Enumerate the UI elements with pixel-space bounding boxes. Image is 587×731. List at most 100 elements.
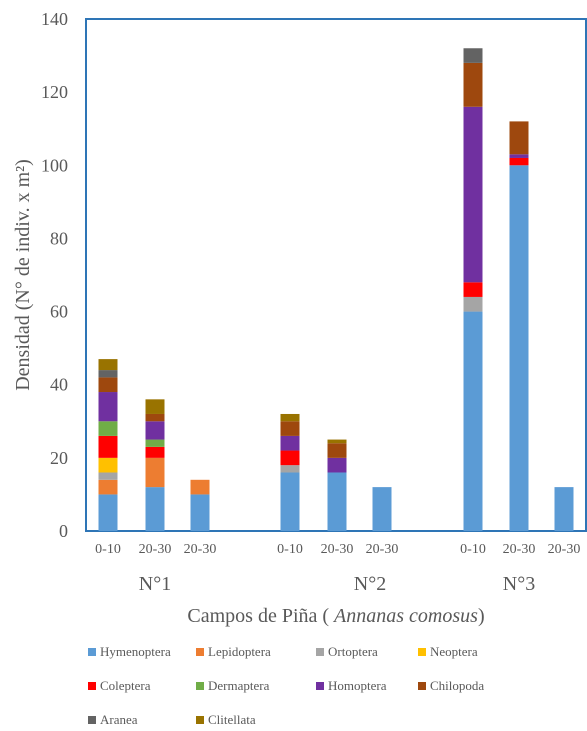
bar-segment-ortoptera bbox=[463, 296, 483, 312]
bar-segment-lepidoptera bbox=[145, 457, 165, 488]
bar-segment-clitellata bbox=[145, 399, 165, 414]
bar-segment-ortoptera bbox=[98, 472, 118, 480]
bar-segment-dermaptera bbox=[145, 439, 165, 447]
bar-segment-chilopoda bbox=[280, 421, 300, 436]
bar-segment-lepidoptera bbox=[190, 479, 210, 495]
legend-item: Coleptera bbox=[88, 678, 151, 694]
bar-segment-hymenoptera bbox=[190, 494, 210, 531]
legend-swatch bbox=[418, 682, 426, 690]
legend-item: Chilopoda bbox=[418, 678, 484, 694]
y-axis-label: Densidad (N° de indiv. x m²) bbox=[12, 159, 34, 391]
legend-swatch bbox=[88, 682, 96, 690]
legend-item: Dermaptera bbox=[196, 678, 269, 694]
y-tick-label: 20 bbox=[50, 448, 68, 468]
bar-segment-chilopoda bbox=[463, 62, 483, 107]
x-axis-label-italic: Annanas comosus bbox=[332, 605, 478, 627]
bar-segment-hymenoptera bbox=[98, 494, 118, 531]
legend-item: Clitellata bbox=[196, 712, 256, 728]
bar-segment-chilopoda bbox=[509, 121, 529, 155]
legend-item: Hymenoptera bbox=[88, 644, 171, 660]
bar-segment-clitellata bbox=[327, 439, 347, 444]
bar-segment-hymenoptera bbox=[145, 487, 165, 531]
y-tick-label: 40 bbox=[50, 375, 68, 395]
bars bbox=[98, 48, 574, 532]
y-tick-label: 0 bbox=[59, 521, 68, 541]
legend-label: Chilopoda bbox=[430, 678, 485, 693]
bar-segment-homoptera bbox=[327, 457, 347, 473]
x-tick-label: 20-30 bbox=[321, 542, 354, 557]
x-tick-label: 0-10 bbox=[460, 542, 486, 557]
legend-swatch bbox=[88, 648, 96, 656]
bar-segment-dermaptera bbox=[98, 421, 118, 436]
legend-item: Neoptera bbox=[418, 644, 478, 660]
x-axis-group-labels: N°1 N°2 N°3 bbox=[139, 573, 535, 595]
x-tick-label: 20-30 bbox=[366, 542, 399, 557]
bar-segment-hymenoptera bbox=[280, 472, 300, 531]
y-tick-label: 80 bbox=[50, 228, 68, 248]
x-axis-tick-labels: 0-10 20-30 20-30 0-10 20-30 20-30 0-10 20-30 20-… bbox=[95, 542, 580, 557]
legend-swatch bbox=[316, 648, 324, 656]
y-tick-label: 140 bbox=[41, 9, 68, 29]
y-tick-label: 60 bbox=[50, 302, 68, 322]
bar-segment-hymenoptera bbox=[372, 487, 392, 531]
legend-label: Dermaptera bbox=[208, 678, 270, 693]
legend-item: Ortoptera bbox=[316, 644, 378, 660]
legend-label: Clitellata bbox=[208, 712, 256, 727]
bar-segment-coleptera bbox=[280, 450, 300, 466]
bar-segment-clitellata bbox=[280, 413, 300, 422]
legend-label: Coleptera bbox=[100, 678, 151, 693]
bar-segment-chilopoda bbox=[145, 413, 165, 422]
x-group-label: N°3 bbox=[503, 573, 535, 595]
x-axis-label-prefix: Campos de Piña ( bbox=[187, 605, 334, 627]
legend-swatch bbox=[88, 716, 96, 724]
x-tick-label: 0-10 bbox=[277, 542, 303, 557]
bar-segment-clitellata bbox=[98, 359, 118, 371]
y-axis-ticks: 0 20 40 60 80 100 120 140 bbox=[41, 9, 68, 541]
x-axis-label: Campos de Piña ( Annanas comosus) bbox=[187, 605, 484, 627]
y-tick-label: 100 bbox=[41, 155, 68, 175]
bar-segment-homoptera bbox=[98, 392, 118, 422]
bar-segment-aranea bbox=[98, 370, 118, 378]
x-group-label: N°1 bbox=[139, 573, 171, 595]
bar-segment-coleptera bbox=[509, 157, 529, 166]
bar-segment-homoptera bbox=[145, 421, 165, 440]
bar-segment-coleptera bbox=[98, 435, 118, 458]
bar-segment-homoptera bbox=[509, 154, 529, 158]
legend-swatch bbox=[196, 716, 204, 724]
bar-segment-chilopoda bbox=[98, 377, 118, 393]
bar-segment-hymenoptera bbox=[327, 472, 347, 531]
legend-label: Neoptera bbox=[430, 644, 478, 659]
x-tick-label: 20-30 bbox=[503, 542, 536, 557]
legend-swatch bbox=[196, 648, 204, 656]
x-group-label: N°2 bbox=[354, 573, 386, 595]
bar-segment-lepidoptera bbox=[98, 479, 118, 495]
legend-item: Homoptera bbox=[316, 678, 386, 694]
bar-segment-homoptera bbox=[463, 106, 483, 283]
x-tick-label: 20-30 bbox=[139, 542, 172, 557]
x-tick-label: 20-30 bbox=[184, 542, 217, 557]
bar-segment-hymenoptera bbox=[463, 311, 483, 531]
bar-segment-homoptera bbox=[280, 435, 300, 451]
bar-segment-hymenoptera bbox=[554, 487, 574, 531]
legend-label: Aranea bbox=[100, 712, 138, 727]
x-tick-label: 20-30 bbox=[548, 542, 581, 557]
bar-segment-aranea bbox=[463, 48, 483, 63]
y-tick-label: 120 bbox=[41, 82, 68, 102]
x-tick-label: 0-10 bbox=[95, 542, 121, 557]
legend-item: Aranea bbox=[88, 712, 138, 728]
legend-label: Hymenoptera bbox=[100, 644, 171, 659]
legend-label: Homoptera bbox=[328, 678, 387, 693]
legend-swatch bbox=[316, 682, 324, 690]
bar-segment-hymenoptera bbox=[509, 165, 529, 532]
legend-swatch bbox=[196, 682, 204, 690]
bar-segment-coleptera bbox=[463, 282, 483, 297]
legend-item: Lepidoptera bbox=[196, 644, 271, 660]
bar-segment-neoptera bbox=[98, 457, 118, 473]
bar-segment-coleptera bbox=[145, 446, 165, 458]
legend-swatch bbox=[418, 648, 426, 656]
bar-segment-ortoptera bbox=[280, 465, 300, 473]
x-axis-label-suffix: ) bbox=[478, 605, 485, 627]
bar-segment-chilopoda bbox=[327, 443, 347, 458]
legend-label: Ortoptera bbox=[328, 644, 378, 659]
